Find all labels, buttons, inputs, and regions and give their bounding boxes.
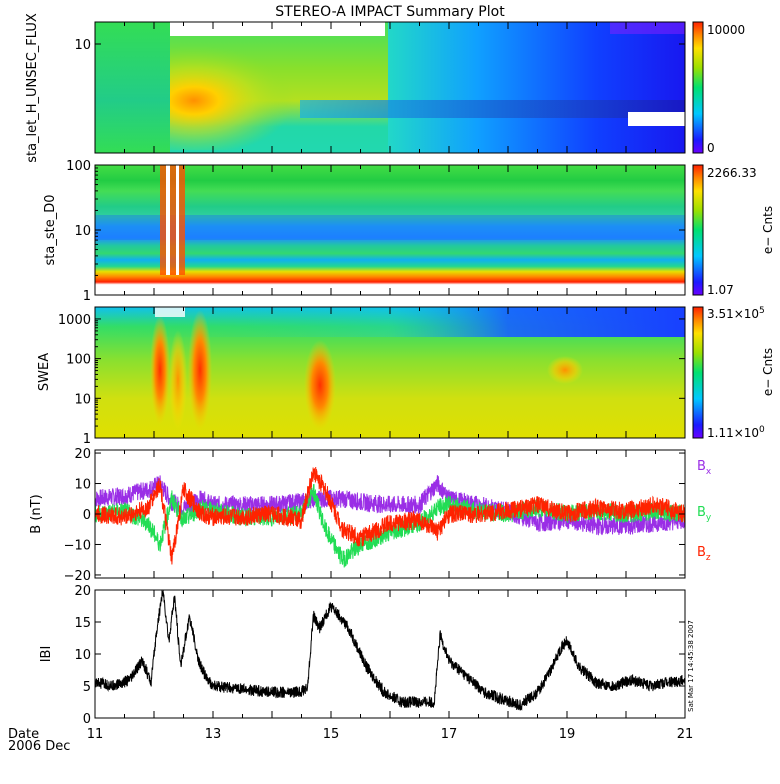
colorbar-2: 2266.33 1.07 e− Cnts: [692, 164, 775, 297]
ytick-label-p5-0: 20: [74, 584, 91, 599]
ytick-label-p4-0: 20: [74, 447, 91, 462]
xtick-label-1: 13: [205, 727, 222, 742]
ylabel-panel-1: sta_let_H_UNSEC_FLUX: [25, 13, 40, 163]
panel-4-b-series: [95, 466, 685, 568]
colorbar-3-min: 1.11×100: [707, 425, 765, 440]
colorbar-1: 10000 0: [692, 21, 745, 155]
ylabel-panel-4: B (nT): [29, 494, 44, 533]
panel-1-heatmap: [95, 22, 685, 153]
colorbar-3-max: 3.51×105: [707, 306, 765, 321]
date-sub-label: 2006 Dec: [8, 739, 70, 754]
ytick-label-p5-1: 15: [74, 616, 91, 631]
legend-entry-bx: Bx: [697, 459, 712, 477]
colorbar-1-max: 10000: [707, 23, 745, 37]
xtick-label-4: 19: [559, 727, 576, 742]
colorbar-2-max: 2266.33: [707, 166, 757, 180]
xtick-label-0: 11: [87, 727, 104, 742]
colorbar-2-unit: e− Cnts: [761, 206, 775, 254]
legend-entry-by: By: [697, 505, 712, 523]
ytick-label-p2-0: 100: [66, 159, 91, 174]
ytick-label-p3-0: 1000: [58, 313, 91, 328]
colorbar-2-min: 1.07: [707, 283, 734, 297]
colorbar-3: 3.51×105 1.11×100 e− Cnts: [692, 306, 775, 440]
b-legend: Bx By Bz: [697, 459, 712, 563]
ytick-label-p3-3: 1: [83, 432, 91, 447]
xtick-label-2: 15: [323, 727, 340, 742]
ylabel-panel-3: SWEA: [37, 353, 52, 391]
ytick-label-p3-2: 10: [74, 392, 91, 407]
ytick-label-p4-4: −20: [64, 569, 91, 584]
ytick-label-p5-3: 5: [83, 680, 91, 695]
ytick-label-p5-2: 10: [74, 648, 91, 663]
ytick-label-p4-1: 10: [74, 478, 91, 493]
series-line-bz-2: [95, 466, 685, 565]
ytick-label-p4-2: 0: [83, 508, 91, 523]
chart-title: STEREO-A IMPACT Summary Plot: [275, 4, 505, 20]
timestamp: Sat Mar 17 14:45:38 2007: [687, 620, 695, 712]
date-label: Date: [8, 727, 39, 742]
ytick-label-p2-1: 10: [74, 224, 91, 239]
ytick-label-p3-1: 100: [66, 353, 91, 368]
legend-entry-bz: Bz: [697, 545, 711, 563]
xtick-label-3: 17: [441, 727, 458, 742]
colorbar-3-unit: e− Cnts: [761, 348, 775, 396]
ylabel-panel-5: IBI: [39, 646, 54, 663]
ytick-label-p5-4: 0: [83, 712, 91, 727]
ylabel-panel-2: sta_ste_D0: [43, 195, 58, 266]
series-line-bmag-0: [95, 590, 685, 711]
panel-2-heatmap: [95, 165, 685, 295]
ytick-label-p2-2: 1: [83, 289, 91, 304]
colorbar-1-min: 0: [707, 141, 715, 155]
panel-3-heatmap: [95, 307, 685, 438]
panel-5-bmag-series: [95, 590, 685, 711]
ytick-label-p1-0: 10: [74, 38, 91, 53]
xtick-label-5: 21: [677, 727, 694, 742]
ytick-label-p4-3: −10: [64, 538, 91, 553]
